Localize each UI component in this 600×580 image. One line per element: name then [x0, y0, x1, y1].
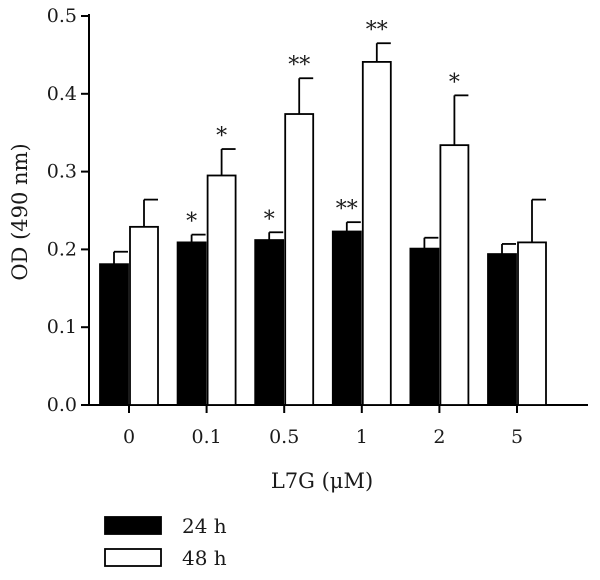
x-axis-label: L7G (μM): [271, 469, 373, 493]
x-tick-labels: 0 0.1 0.5 1 2 5: [123, 426, 523, 448]
bar: [409, 247, 440, 406]
bar: [284, 113, 315, 406]
y-tick-labels: 0.0 0.1 0.2 0.3 0.4 0.5: [47, 5, 77, 416]
bar: [206, 174, 237, 406]
legend: 24 h 48 h: [104, 514, 227, 570]
significance-label: *: [216, 124, 227, 149]
bar: [439, 144, 470, 406]
legend-swatch: [104, 548, 162, 567]
significance-label: *: [449, 70, 460, 95]
legend-label: 48 h: [182, 546, 227, 570]
y-axis-label: OD (490 nm): [8, 143, 32, 280]
y-tick-label: 0.1: [47, 316, 77, 338]
bar: [176, 241, 207, 406]
y-tick-label: 0.2: [47, 238, 77, 260]
significance-label: **: [288, 53, 310, 78]
y-tick-label: 0.5: [47, 5, 77, 27]
bar: [361, 61, 392, 406]
significance-label: **: [366, 18, 388, 43]
significance-label: **: [336, 197, 358, 222]
significance-label: *: [186, 210, 197, 235]
x-tick-label: 0: [123, 426, 135, 448]
legend-swatch: [104, 516, 162, 535]
bar: [99, 263, 129, 406]
x-tick-label: 2: [433, 426, 445, 448]
y-tick-label: 0.3: [47, 161, 77, 183]
significance-label: *: [264, 207, 275, 232]
bar: [517, 241, 547, 406]
x-tick-label: 0.5: [269, 426, 299, 448]
legend-label: 24 h: [182, 514, 227, 538]
bar: [331, 230, 362, 406]
bar: [487, 253, 517, 406]
x-tick-label: 0.1: [191, 426, 221, 448]
x-tick-label: 5: [511, 426, 523, 448]
bar: [254, 239, 285, 406]
bar: [129, 225, 159, 406]
y-tick-label: 0.4: [47, 83, 77, 105]
x-tick-label: 1: [356, 426, 368, 448]
bars: **********: [99, 18, 547, 406]
y-tick-label: 0.0: [47, 394, 77, 416]
